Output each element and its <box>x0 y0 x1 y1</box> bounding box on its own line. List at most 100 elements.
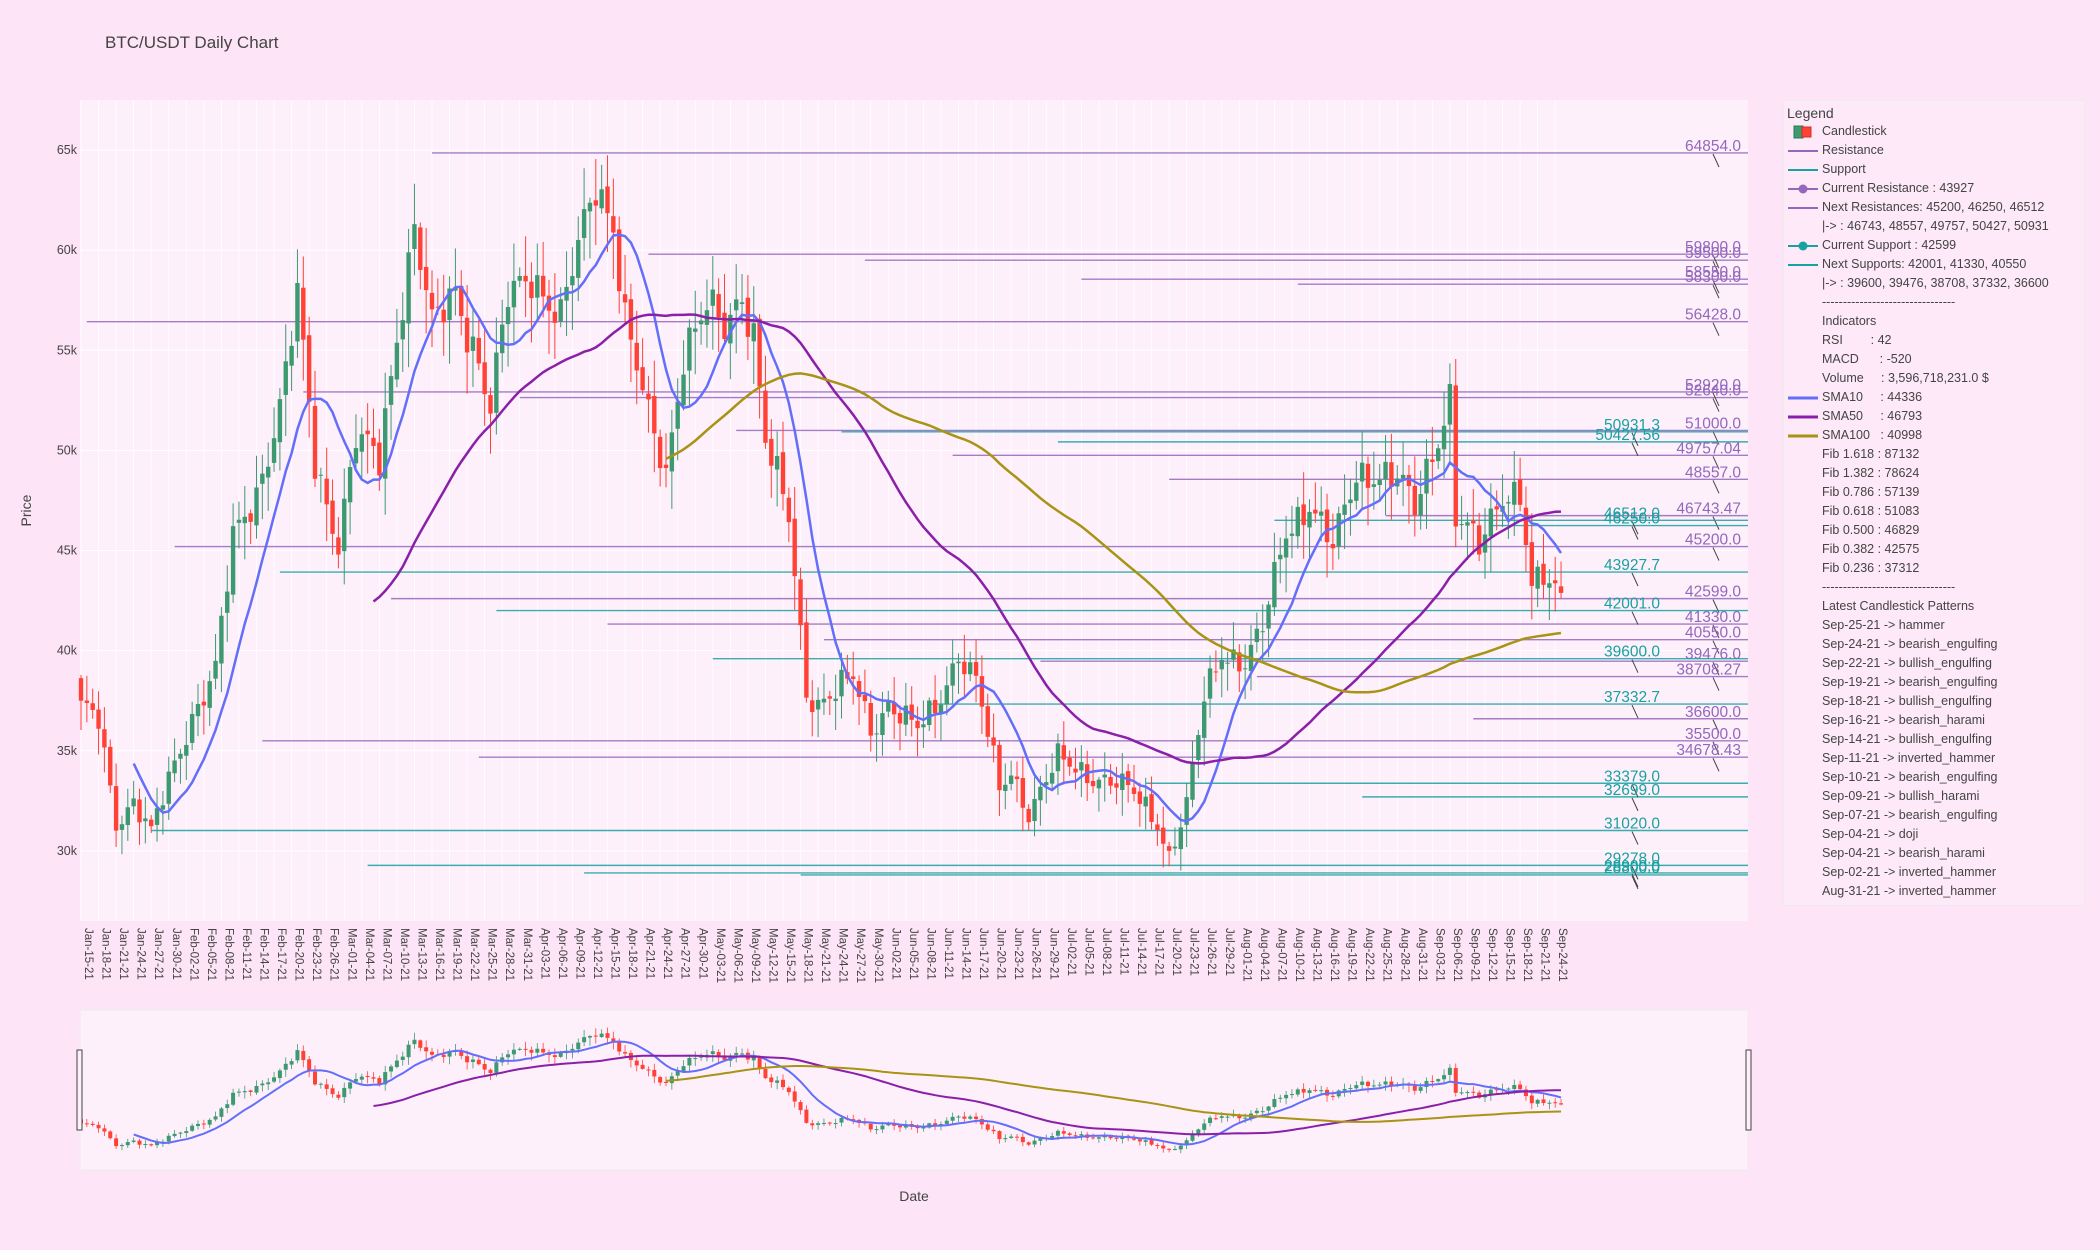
legend-item[interactable]: SMA50 : 46793 <box>1784 408 2084 426</box>
x-tick-label: May-27-21 <box>854 928 866 983</box>
x-tick-label: Sep-24-21 <box>1556 928 1568 982</box>
mini-candle <box>675 1070 680 1076</box>
y-tick-label: 60k <box>57 243 78 257</box>
legend-item: Fib 1.618 : 87132 <box>1784 446 2084 464</box>
legend-item[interactable]: Next Resistances: 45200, 46250, 46512 <box>1784 199 2084 217</box>
mini-candle <box>944 1120 949 1124</box>
candle <box>599 189 604 209</box>
candle <box>213 660 218 679</box>
candle <box>1488 508 1494 537</box>
blank-icon <box>1788 542 1818 558</box>
x-tick-label: Apr-27-21 <box>679 928 691 979</box>
candle <box>459 285 464 317</box>
candle <box>891 702 897 715</box>
x-tick-label: Jul-23-21 <box>1188 928 1200 976</box>
legend-item-label: Next Supports: 42001, 41330, 40550 <box>1822 257 2027 271</box>
legend-item[interactable]: Resistance <box>1784 142 2084 160</box>
candle <box>1342 504 1347 515</box>
mini-candle <box>699 1056 704 1058</box>
mini-candle <box>125 1142 130 1146</box>
candle <box>371 437 376 446</box>
mini-candle <box>295 1050 300 1061</box>
support-label-pointer <box>1631 875 1639 890</box>
support-label-pointer <box>1631 784 1639 798</box>
mini-candle <box>1225 1116 1230 1118</box>
candle <box>997 744 1002 791</box>
mini-candle <box>810 1123 815 1126</box>
mini-candle <box>1471 1091 1476 1093</box>
resistance-label-pointer <box>1712 398 1720 412</box>
mini-candle <box>1015 1136 1019 1138</box>
mini-candle <box>1518 1084 1523 1090</box>
candle <box>535 275 540 298</box>
x-tick-label: Jul-17-21 <box>1153 928 1165 976</box>
legend[interactable]: Legend Candlestick Resistance Support Curre… <box>1783 100 2085 906</box>
candle <box>1313 509 1318 514</box>
candle <box>301 287 306 340</box>
mini-candle <box>833 1123 838 1125</box>
blank-icon <box>1788 485 1818 501</box>
legend-item-label: |-> : 39600, 39476, 38708, 37332, 36600 <box>1822 276 2049 290</box>
blank-icon <box>1788 656 1818 672</box>
legend-item[interactable]: Current Support : 42599 <box>1784 237 2084 255</box>
mini-candle <box>1547 1102 1552 1104</box>
legend-item-label: Fib 0.786 : 57139 <box>1822 485 1920 499</box>
range-slider <box>76 1009 1752 1171</box>
legend-item[interactable]: SMA10 : 44336 <box>1784 389 2084 407</box>
mini-candle <box>1266 1106 1271 1111</box>
legend-item[interactable]: Next Supports: 42001, 41330, 40550 <box>1784 256 2084 274</box>
legend-item: Sep-10-21 -> bearish_engulfing <box>1784 769 2084 787</box>
blank-icon <box>1788 618 1818 634</box>
mini-candle <box>342 1087 347 1098</box>
legend-item[interactable]: Support <box>1784 161 2084 179</box>
x-axis: Jan-15-21 Jan-18-21 Jan-21-21 Jan-24-21 Jan-… <box>82 928 1568 983</box>
blank-icon <box>1788 333 1818 349</box>
support-label-pointer <box>1631 866 1639 880</box>
mini-candle <box>406 1044 411 1058</box>
resistance-label: 58550.0 <box>1685 264 1741 281</box>
mini-candle <box>184 1131 189 1134</box>
x-tick-label: Aug-19-21 <box>1346 928 1358 982</box>
mini-candle <box>1342 1088 1347 1091</box>
legend-item-label: SMA100 : 40998 <box>1822 428 1923 442</box>
mini-candle <box>1096 1137 1101 1139</box>
x-tick-label: Mar-10-21 <box>398 928 410 981</box>
mini-candle <box>377 1078 382 1084</box>
support-label-pointer <box>1631 442 1639 457</box>
mini-candle <box>950 1116 955 1121</box>
candle <box>1512 481 1517 505</box>
mini-candle <box>1091 1137 1096 1139</box>
candle <box>581 209 587 238</box>
blank-icon <box>1788 846 1818 862</box>
candle <box>1441 425 1447 450</box>
candle <box>242 516 247 524</box>
legend-item[interactable]: Current Resistance : 43927 <box>1784 180 2084 198</box>
mini-candle <box>1050 1136 1055 1138</box>
candle <box>453 287 458 291</box>
mini-candle <box>412 1039 417 1045</box>
range-handle-right[interactable] <box>1745 1049 1752 1131</box>
mini-candle <box>974 1116 979 1119</box>
legend-item[interactable]: SMA100 : 40998 <box>1784 427 2084 445</box>
x-tick-label: Jul-05-21 <box>1082 928 1094 976</box>
mini-candle <box>640 1064 645 1069</box>
mini-candle <box>751 1057 756 1061</box>
candle <box>722 312 727 339</box>
candle <box>745 297 751 337</box>
candle <box>1055 743 1061 772</box>
y-tick-label: 65k <box>57 143 78 157</box>
range-handle-left[interactable] <box>76 1049 83 1131</box>
candle <box>295 283 300 342</box>
x-tick-label: Jun-05-21 <box>907 928 919 980</box>
resistance-label-pointer <box>1712 285 1720 299</box>
x-tick-label: Sep-03-21 <box>1433 928 1445 982</box>
candle <box>915 720 920 729</box>
resistance-label-pointer <box>1712 624 1720 639</box>
candle <box>1202 701 1207 738</box>
candle <box>1319 511 1324 516</box>
candle <box>833 698 838 702</box>
legend-item[interactable]: Candlestick <box>1784 123 2084 141</box>
candle <box>236 519 242 523</box>
candle <box>470 336 476 351</box>
